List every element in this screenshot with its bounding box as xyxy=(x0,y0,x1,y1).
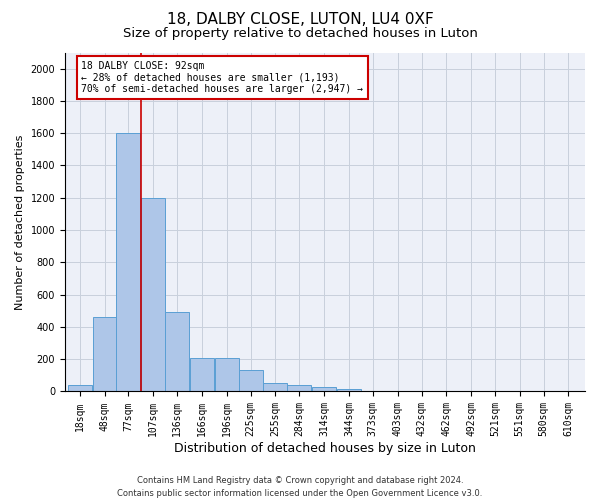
Bar xyxy=(312,388,336,392)
Text: 18, DALBY CLOSE, LUTON, LU4 0XF: 18, DALBY CLOSE, LUTON, LU4 0XF xyxy=(167,12,433,28)
Bar xyxy=(68,385,92,392)
Bar xyxy=(239,370,263,392)
Text: Contains HM Land Registry data © Crown copyright and database right 2024.
Contai: Contains HM Land Registry data © Crown c… xyxy=(118,476,482,498)
Bar xyxy=(337,389,361,392)
Text: 18 DALBY CLOSE: 92sqm
← 28% of detached houses are smaller (1,193)
70% of semi-d: 18 DALBY CLOSE: 92sqm ← 28% of detached … xyxy=(82,60,364,94)
Bar xyxy=(287,385,311,392)
Bar xyxy=(116,133,140,392)
Bar xyxy=(190,358,214,392)
Text: Size of property relative to detached houses in Luton: Size of property relative to detached ho… xyxy=(122,28,478,40)
X-axis label: Distribution of detached houses by size in Luton: Distribution of detached houses by size … xyxy=(174,442,476,455)
Bar xyxy=(165,312,189,392)
Bar xyxy=(141,198,165,392)
Y-axis label: Number of detached properties: Number of detached properties xyxy=(15,134,25,310)
Bar xyxy=(215,358,239,392)
Bar xyxy=(263,384,287,392)
Bar xyxy=(92,317,116,392)
